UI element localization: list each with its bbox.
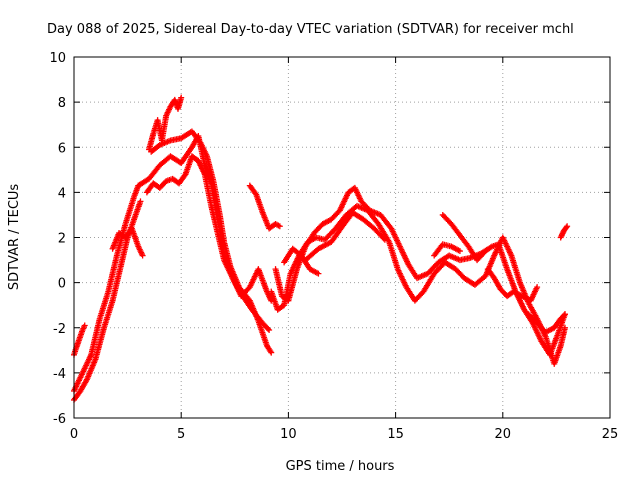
x-tick-label: 15	[387, 427, 404, 442]
series-track-14	[431, 241, 463, 259]
y-tick-label: 4	[58, 186, 66, 201]
x-tick-label: 5	[177, 427, 185, 442]
series-track-16	[484, 266, 541, 304]
y-tick-label: -2	[53, 322, 66, 337]
series-track-11	[268, 202, 568, 367]
series-track-12	[281, 245, 322, 277]
data-point	[276, 223, 283, 230]
y-tick-label: 2	[58, 232, 66, 247]
series-track-4	[109, 225, 146, 259]
y-tick-label: -6	[53, 412, 66, 427]
data-point	[265, 325, 272, 332]
y-axis-title: SDTVAR / TECUs	[7, 184, 22, 291]
series-track-17	[525, 311, 568, 336]
data-point	[178, 94, 185, 101]
y-tick-label: 10	[49, 51, 66, 66]
data-point	[482, 248, 489, 255]
data-point	[561, 324, 568, 331]
series-track-1	[71, 198, 144, 403]
series-track-15	[439, 211, 489, 264]
data-point	[564, 223, 571, 230]
plot-frame	[73, 56, 611, 419]
x-tick-label: 10	[280, 427, 297, 442]
x-tick-label: 20	[495, 427, 512, 442]
series-track-2	[71, 182, 142, 394]
data-point	[534, 284, 541, 291]
x-tick-label: 25	[602, 427, 619, 442]
data-point	[481, 249, 488, 256]
data-point	[137, 198, 144, 205]
series-track-5	[146, 94, 185, 153]
x-tick-label: 0	[70, 427, 78, 442]
data-point	[381, 236, 388, 243]
data-point	[561, 311, 568, 318]
grid	[74, 57, 610, 418]
data-point	[81, 322, 88, 329]
data-point	[456, 248, 463, 255]
series-track-18	[557, 223, 571, 241]
data-point	[268, 349, 275, 356]
data-point	[380, 235, 387, 242]
chart-title: Day 088 of 2025, Sidereal Day-to-day VTE…	[47, 22, 574, 37]
x-axis-title: GPS time / hours	[286, 459, 395, 474]
data-point	[315, 270, 322, 277]
data-point	[266, 327, 273, 334]
y-tick-label: 0	[58, 277, 66, 292]
y-tick-label: 8	[58, 96, 66, 111]
data-points	[71, 94, 571, 403]
tick-labels: 0 5 10 15 20 25 -6 -4 -2 0 2 4 6 8 10	[49, 51, 618, 442]
data-point	[563, 224, 570, 231]
data-point	[560, 312, 567, 319]
y-tick-label: 6	[58, 141, 66, 156]
series-track-8	[143, 153, 275, 304]
data-point	[139, 252, 146, 259]
series-track-9	[246, 182, 283, 232]
series-track-13	[302, 209, 388, 264]
y-tick-label: -4	[53, 367, 66, 382]
series-track-3	[71, 322, 88, 358]
